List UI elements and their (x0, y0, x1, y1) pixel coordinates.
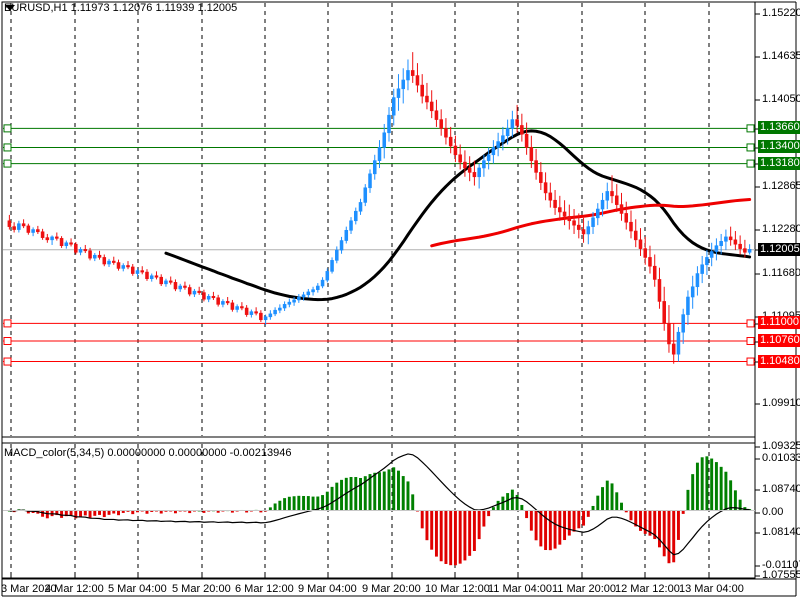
time-tick-label: 5 Mar 04:00 (108, 583, 167, 595)
grid-lines (10, 3, 710, 577)
macd-header: MACD_color(5,34,5) 0.00000000 0.00000000… (4, 447, 292, 459)
time-tick-label: 4 Mar 12:00 (45, 583, 104, 595)
macd-tick-label: 0.00 (762, 506, 784, 518)
time-tick-label: 9 Mar 20:00 (362, 583, 421, 595)
price-tick-label: 1.11680 (762, 267, 800, 279)
resistance-level-label[interactable]: 1.13180 (758, 156, 800, 170)
price-tick-label: 1.12280 (762, 223, 800, 235)
support-level-label[interactable]: 1.11000 (758, 316, 800, 330)
resistance-level-label[interactable]: 1.13400 (758, 140, 800, 154)
price-tick-label: 1.07555 (762, 569, 800, 581)
price-tick-label: 1.14635 (762, 50, 800, 62)
macd-series (3, 453, 755, 566)
ohlc-header: EURUSD,H1 1.11973 1.12076 1.11939 1.1200… (4, 2, 238, 14)
time-tick-label: 11 Mar 04:00 (488, 583, 553, 595)
support-level-label[interactable]: 1.10480 (758, 354, 800, 368)
triangle-down-icon[interactable] (5, 5, 15, 11)
moving-averages (164, 129, 752, 302)
candlestick-series (7, 52, 752, 364)
price-tick-label: 1.09325 (762, 440, 800, 452)
time-tick-label: 10 Mar 12:00 (425, 583, 490, 595)
time-tick-label: 12 Mar 12:00 (615, 583, 680, 595)
price-tick-label: 1.09910 (762, 397, 800, 409)
price-tick-label: 1.12865 (762, 180, 800, 192)
macd-tick-label: 0.0103314 (762, 452, 800, 464)
time-tick-label: 9 Mar 04:00 (298, 583, 357, 595)
resistance-level-label[interactable]: 1.13660 (758, 121, 800, 135)
time-tick-label: 6 Mar 12:00 (235, 583, 294, 595)
price-tick-label: 1.14050 (762, 93, 800, 105)
time-tick-label: 13 Mar 04:00 (679, 583, 744, 595)
time-tick-label: 5 Mar 20:00 (172, 583, 231, 595)
price-tick-label: 1.08740 (762, 483, 800, 495)
current-price-label[interactable]: 1.12005 (758, 242, 800, 256)
level-lines[interactable] (3, 124, 755, 366)
price-tick-label: 1.08140 (762, 526, 800, 538)
price-tick-label: 1.15220 (762, 7, 800, 19)
support-level-label[interactable]: 1.10760 (758, 334, 800, 347)
time-tick-label: 11 Mar 20:00 (552, 583, 617, 595)
time-tick-label: 3 Mar 2020 (1, 583, 57, 595)
macd-tick-label: -0.011079 (762, 559, 800, 571)
